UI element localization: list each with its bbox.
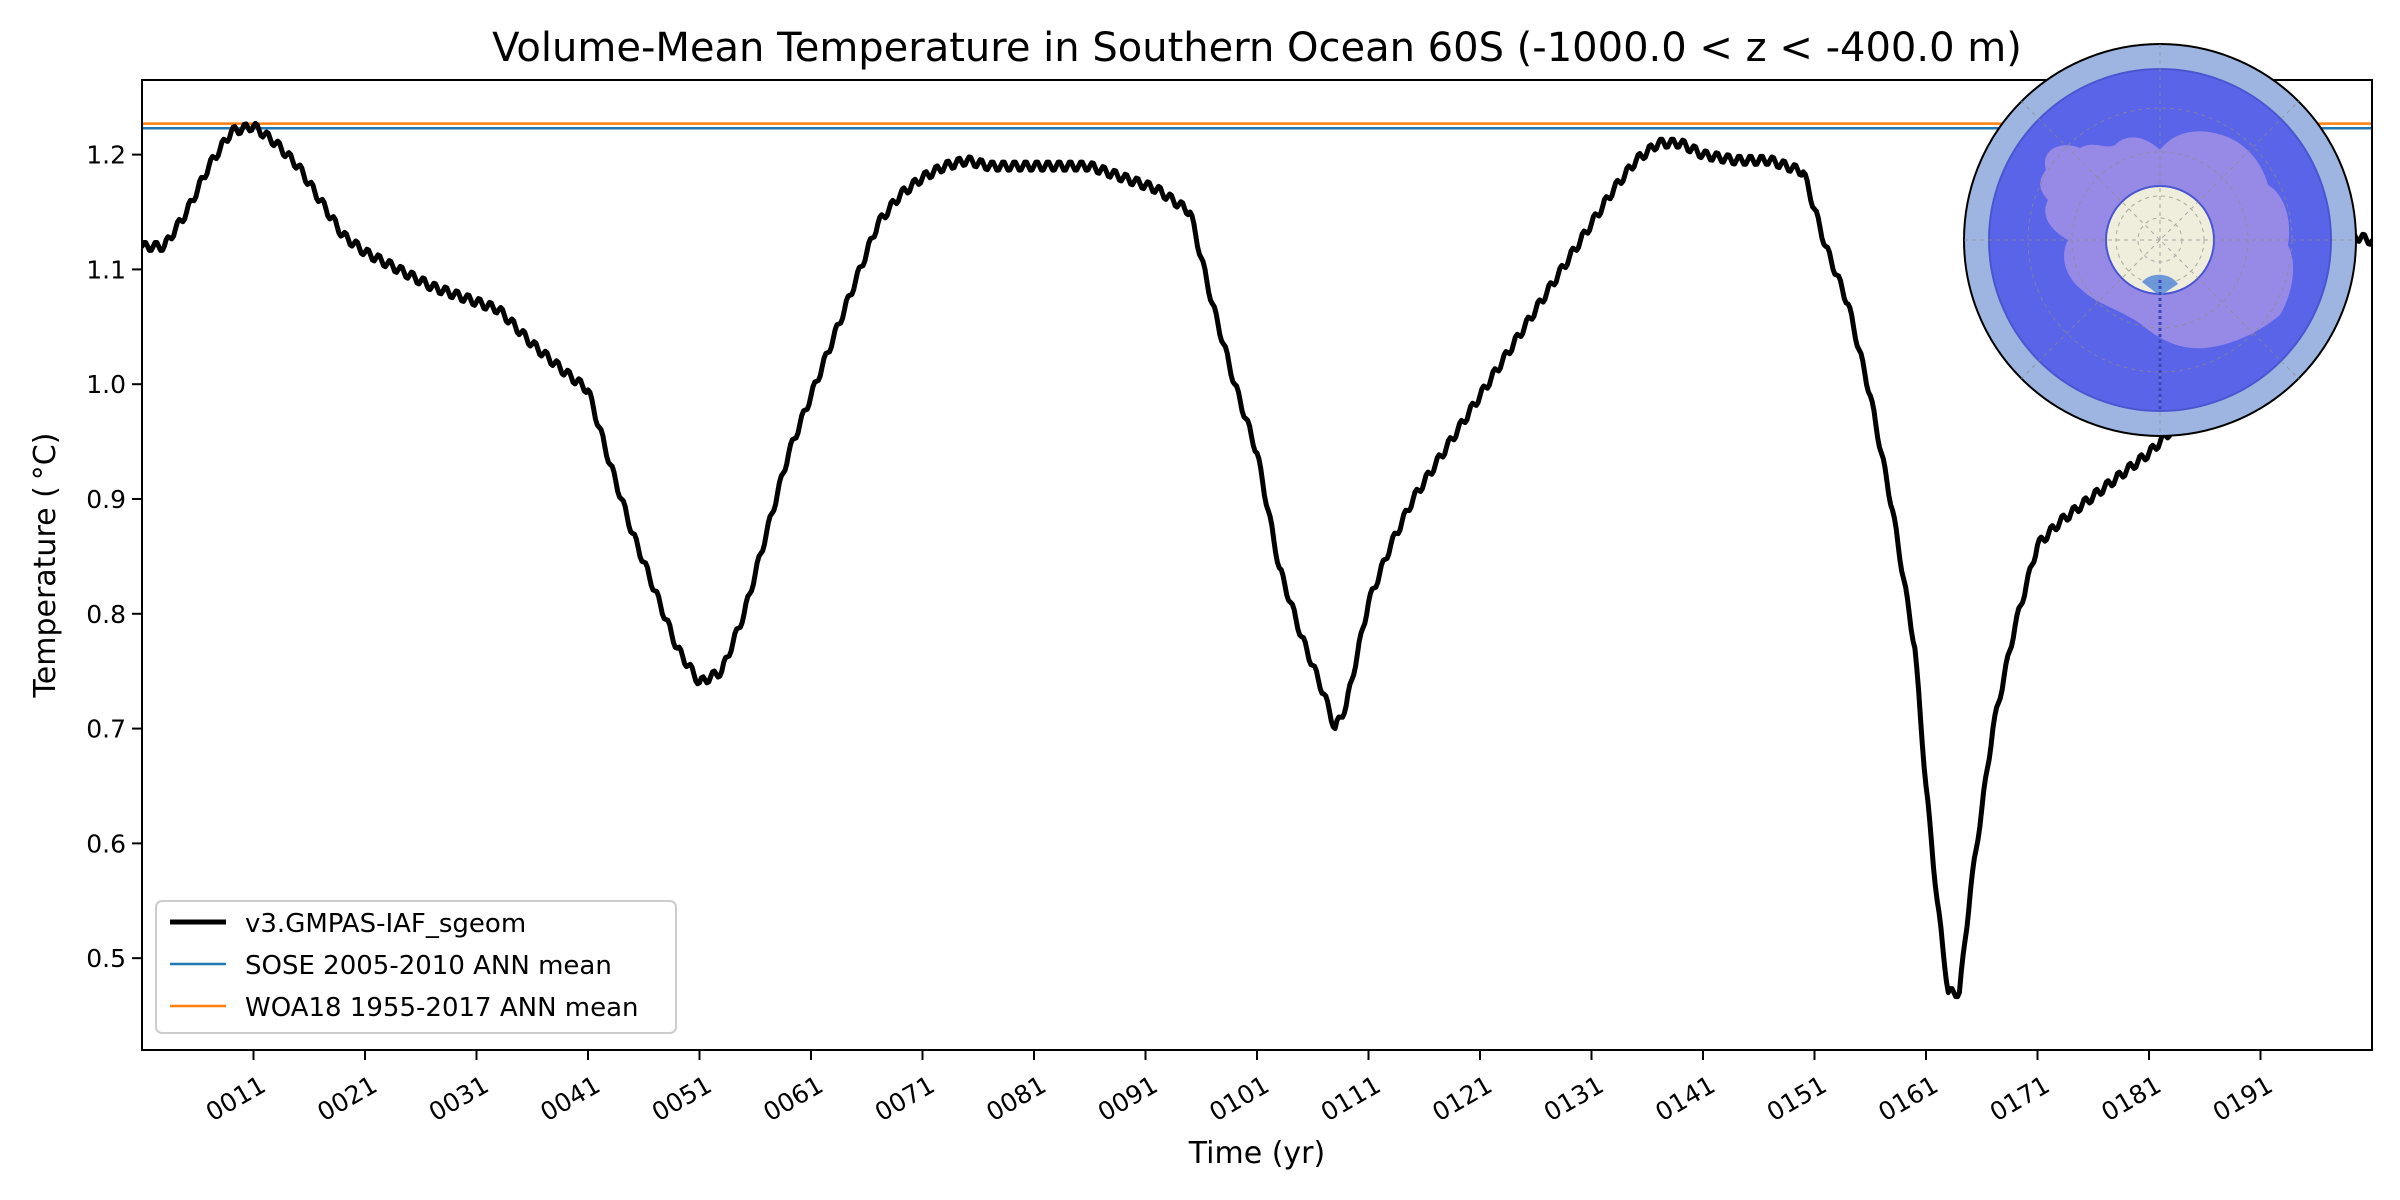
y-axis-ticks: 0.5 0.6 0.7 0.8 0.9 1.0 1.1 1.2 [86,141,142,973]
x-axis-label: Time (yr) [1188,1136,1325,1171]
legend-label-sose: SOSE 2005-2010 ANN mean [245,951,612,981]
chart-title: Volume-Mean Temperature in Southern Ocea… [492,25,2022,71]
x-tick-label: 0081 [981,1070,1051,1127]
y-tick-label: 1.2 [86,141,126,170]
x-tick-label: 0051 [647,1070,717,1127]
x-tick-label: 0121 [1427,1070,1497,1127]
x-tick-label: 0011 [201,1070,271,1127]
map-graticule [1964,44,2356,436]
y-tick-label: 0.8 [86,600,126,629]
x-tick-label: 0061 [758,1070,828,1127]
x-tick-label: 0131 [1539,1070,1609,1127]
map-sector-marker [2142,274,2178,296]
x-tick-label: 0191 [2208,1070,2278,1127]
y-axis-label: Temperature ( °C) [28,433,63,699]
x-tick-label: 0161 [1873,1070,1943,1127]
x-tick-label: 0041 [535,1070,605,1127]
x-axis-ticks: 0011 0021 0031 0041 0051 0061 0071 0081 0091 0101… [201,1050,2278,1127]
y-tick-label: 0.9 [86,485,126,514]
x-tick-label: 0091 [1093,1070,1163,1127]
x-tick-label: 0021 [312,1070,382,1127]
x-tick-label: 0071 [870,1070,940,1127]
legend-label-model: v3.GMPAS-IAF_sgeom [245,909,526,939]
y-tick-label: 1.1 [86,255,126,284]
x-tick-label: 0141 [1650,1070,1720,1127]
x-tick-label: 0151 [1762,1070,1832,1127]
antarctica-polar-map-icon [1963,43,2357,437]
legend-box [155,900,677,1034]
x-tick-label: 0101 [1204,1070,1274,1127]
legend-label-woa18: WOA18 1955-2017 ANN mean [245,993,639,1023]
y-tick-label: 0.6 [86,829,126,858]
y-tick-label: 0.5 [86,944,126,973]
x-tick-label: 0181 [2096,1070,2166,1127]
model-temperature-line [142,120,2372,1000]
y-tick-label: 1.0 [86,370,126,399]
y-tick-label: 0.7 [86,715,126,744]
x-tick-label: 0171 [1985,1070,2055,1127]
x-tick-label: 0031 [424,1070,494,1127]
x-tick-label: 0111 [1316,1070,1386,1127]
legend: v3.GMPAS-IAF_sgeom SOSE 2005-2010 ANN me… [155,900,677,1034]
